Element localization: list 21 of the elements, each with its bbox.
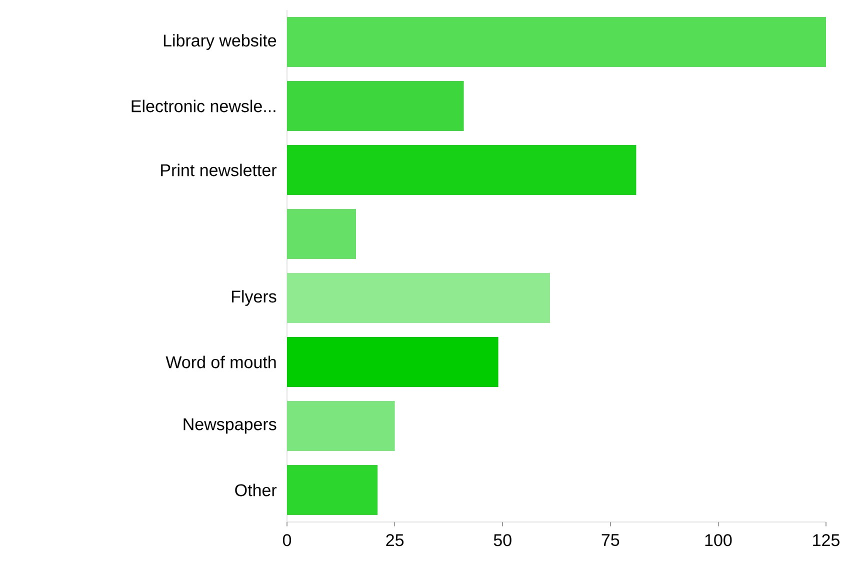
bar xyxy=(287,273,550,323)
bar xyxy=(287,465,378,515)
y-tick-label: Library website xyxy=(164,34,276,50)
y-tick-label: Flyers xyxy=(232,290,276,306)
y-tick-label: Newspapers xyxy=(184,418,276,434)
y-tick-label: Print newsletter xyxy=(161,164,277,176)
x-tick-label: 0 xyxy=(282,534,292,546)
x-tick-label: 125 xyxy=(813,534,840,546)
y-tick-label: Other xyxy=(235,484,277,496)
x-tick-label: 25 xyxy=(386,534,404,546)
x-tick-label: 75 xyxy=(602,534,620,546)
bar xyxy=(287,401,395,451)
bar xyxy=(287,145,636,195)
x-tick-label: 50 xyxy=(494,534,512,546)
bar xyxy=(287,337,498,387)
bar xyxy=(287,209,356,259)
bar xyxy=(287,81,464,131)
bar xyxy=(287,17,826,67)
y-tick-label: Electronic newsle... xyxy=(132,100,276,112)
y-tick-label: Word of mouth xyxy=(166,356,276,368)
x-tick-label: 100 xyxy=(705,534,732,546)
